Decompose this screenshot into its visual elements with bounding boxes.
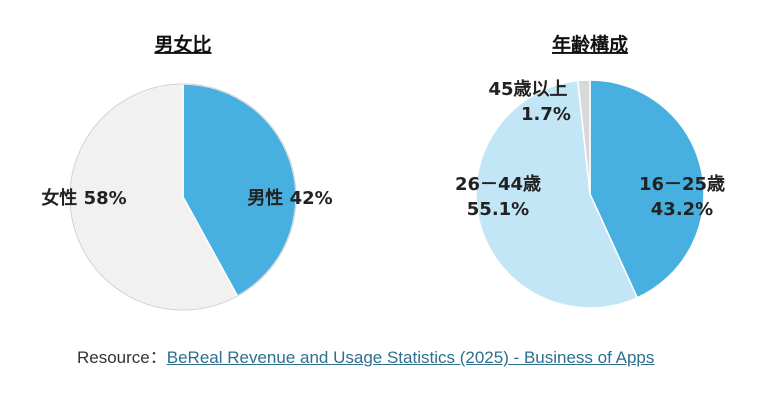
age-chart: 年齢構成 16－25歳 43.2% 26－44歳 55.1% 45歳以上 1.7… bbox=[455, 33, 725, 309]
age-label-26-44-value: 55.1% bbox=[467, 199, 529, 220]
age-label-45plus-value: 1.7% bbox=[521, 104, 571, 125]
resource-line: Resource：BeReal Revenue and Usage Statis… bbox=[77, 343, 654, 368]
gender-label-female: 女性 58% bbox=[41, 187, 126, 209]
age-slice-26-44 bbox=[475, 79, 639, 309]
age-label-45plus-name: 45歳以上 bbox=[488, 79, 567, 100]
age-slice-16-25 bbox=[589, 79, 705, 299]
age-chart-title: 年齢構成 bbox=[552, 33, 628, 56]
resource-link[interactable]: BeReal Revenue and Usage Statistics (202… bbox=[166, 348, 655, 367]
age-label-16-25-value: 43.2% bbox=[651, 199, 713, 220]
gender-pie-outline bbox=[69, 83, 297, 311]
age-label-26-44-name: 26－44歳 bbox=[455, 174, 541, 195]
gender-label-male: 男性 42% bbox=[247, 187, 332, 209]
age-pie bbox=[475, 79, 705, 309]
gender-pie bbox=[69, 83, 297, 311]
gender-chart: 男女比 男性 42% 女性 58% bbox=[41, 33, 333, 311]
resource-prefix: Resource： bbox=[77, 348, 167, 367]
gender-chart-title: 男女比 bbox=[154, 33, 211, 56]
gender-pie-labels: 男性 42% 女性 58% bbox=[41, 187, 332, 209]
age-pie-labels: 16－25歳 43.2% 26－44歳 55.1% 45歳以上 1.7% bbox=[455, 79, 725, 220]
age-slice-45-plus bbox=[577, 79, 591, 195]
age-label-16-25-name: 16－25歳 bbox=[639, 174, 725, 195]
